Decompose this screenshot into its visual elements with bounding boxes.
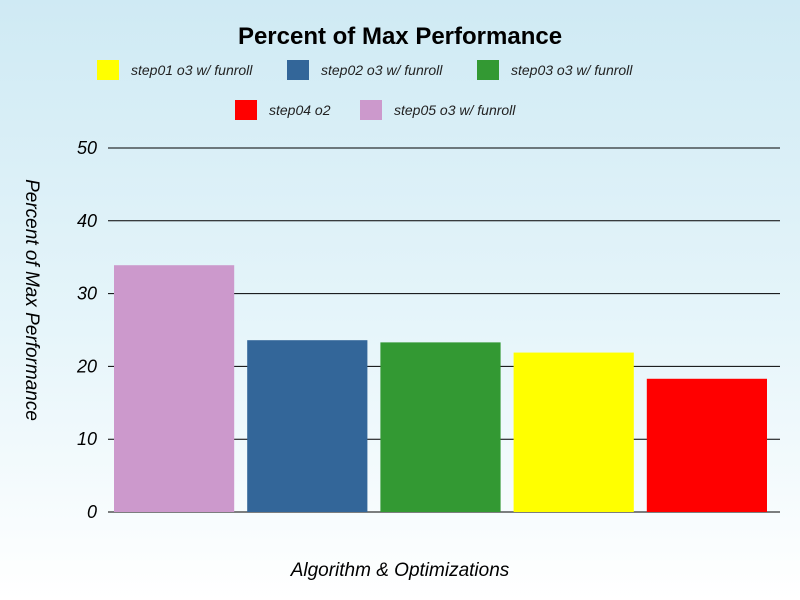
legend-swatch: [97, 60, 119, 80]
legend-label: step01 o3 w/ funroll: [131, 62, 253, 78]
bar-step05: [114, 265, 235, 512]
chart-title: Percent of Max Performance: [238, 23, 562, 50]
legend-swatch: [360, 100, 382, 120]
legend-swatch: [235, 100, 257, 120]
x-axis-label: Algorithm & Optimizations: [290, 560, 510, 581]
y-tick-label: 0: [87, 502, 97, 522]
legend: step01 o3 w/ funroll step02 o3 w/ funroll…: [97, 60, 633, 120]
bar-step03: [380, 342, 501, 512]
bar-step04: [646, 378, 767, 512]
legend-item: step04 o2: [235, 100, 331, 120]
y-tick-label: 20: [76, 356, 97, 376]
legend-label: step02 o3 w/ funroll: [321, 62, 443, 78]
y-axis-label: Percent of Max Performance: [21, 179, 42, 421]
bar-step01: [513, 352, 634, 512]
legend-label: step04 o2: [269, 102, 331, 118]
bars: [114, 265, 767, 512]
legend-swatch: [287, 60, 309, 80]
legend-swatch: [477, 60, 499, 80]
legend-label: step03 o3 w/ funroll: [511, 62, 633, 78]
legend-label: step05 o3 w/ funroll: [394, 102, 516, 118]
legend-item: step05 o3 w/ funroll: [360, 100, 516, 120]
bar-step02: [247, 340, 368, 512]
legend-item: step03 o3 w/ funroll: [477, 60, 633, 80]
legend-item: step01 o3 w/ funroll: [97, 60, 253, 80]
y-tick-label: 10: [77, 429, 97, 449]
legend-item: step02 o3 w/ funroll: [287, 60, 443, 80]
y-tick-label: 50: [77, 138, 97, 158]
y-tick-label: 30: [77, 284, 97, 304]
y-tick-label: 40: [77, 211, 97, 231]
